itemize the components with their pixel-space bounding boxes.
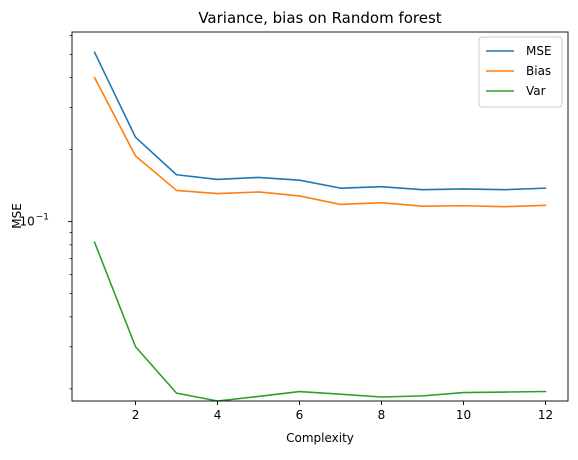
- x-tick-label: 12: [538, 408, 553, 422]
- x-axis-ticks: 2 4 6 8 10 12: [132, 401, 553, 422]
- x-axis-label: Complexity: [286, 431, 354, 445]
- x-tick-label: 6: [296, 408, 304, 422]
- axes-frame: [71, 31, 569, 402]
- y-axis-label: MSE: [10, 203, 24, 229]
- legend-items: MSE Bias Var: [486, 44, 552, 98]
- legend-frame: [478, 36, 563, 108]
- series-line-bias: [93, 76, 547, 208]
- x-tick-label: 2: [132, 408, 140, 422]
- chart-title: Variance, bias on Random forest: [198, 9, 441, 27]
- series-line-mse: [93, 51, 547, 191]
- x-tick-label: 4: [214, 408, 222, 422]
- x-tick-label: 8: [378, 408, 386, 422]
- plot-area: [93, 51, 547, 402]
- series-line-var: [93, 241, 547, 402]
- legend-label-mse: MSE: [526, 44, 552, 58]
- x-tick-label: 10: [456, 408, 471, 422]
- legend-label-var: Var: [526, 84, 546, 98]
- legend: MSE Bias Var: [478, 36, 563, 108]
- legend-label-bias: Bias: [526, 64, 551, 78]
